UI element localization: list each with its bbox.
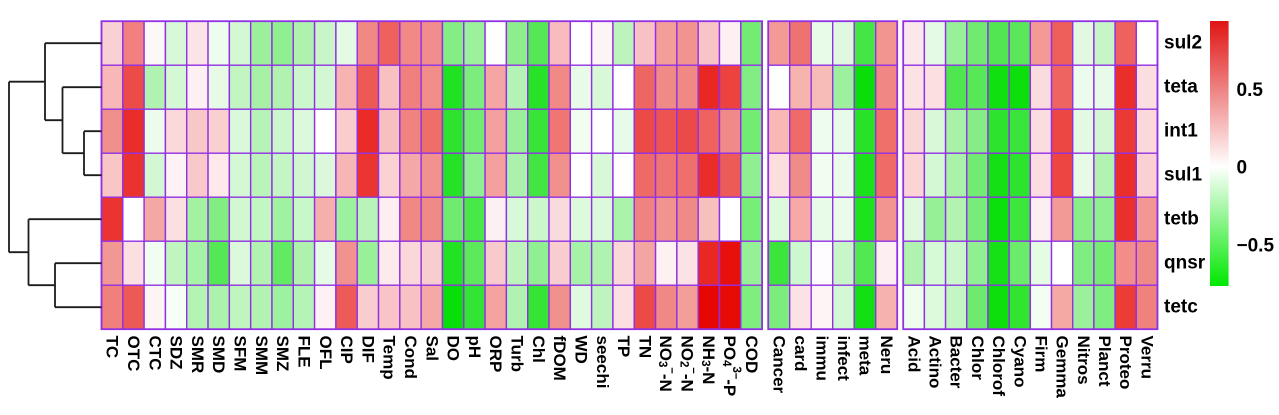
svg-text:TC: TC <box>103 336 122 359</box>
svg-text:Bacter: Bacter <box>947 336 966 389</box>
svg-text:SDZ: SDZ <box>167 336 186 370</box>
svg-text:tetb: tetb <box>1164 209 1199 230</box>
svg-text:SMD: SMD <box>209 336 228 374</box>
svg-text:SMM: SMM <box>252 336 271 376</box>
svg-text:OFL: OFL <box>316 336 335 370</box>
svg-text:sul2: sul2 <box>1164 33 1202 54</box>
svg-text:Cancer: Cancer <box>769 336 788 394</box>
svg-text:Cond: Cond <box>401 336 420 379</box>
svg-text:Cyano: Cyano <box>1010 336 1029 388</box>
svg-text:seechi: seechi <box>593 336 612 389</box>
svg-text:teta: teta <box>1164 77 1198 98</box>
svg-text:Turb: Turb <box>508 336 527 373</box>
svg-text:pH: pH <box>465 336 484 359</box>
svg-text:PO43–-P: PO43–-P <box>720 336 742 397</box>
svg-text:NO2–-N: NO2–-N <box>678 336 700 392</box>
svg-text:SMR: SMR <box>188 336 207 374</box>
svg-text:ORP: ORP <box>486 336 505 373</box>
svg-text:int1: int1 <box>1164 121 1198 142</box>
svg-text:infect: infect <box>834 336 853 382</box>
svg-text:Chl: Chl <box>529 336 548 363</box>
svg-text:Sal: Sal <box>422 336 441 362</box>
svg-text:immu: immu <box>812 336 831 381</box>
svg-text:qnsr: qnsr <box>1164 253 1206 274</box>
svg-text:Actino: Actino <box>925 336 944 389</box>
svg-text:WD: WD <box>571 336 590 364</box>
svg-text:0: 0 <box>1237 158 1248 179</box>
svg-text:−0.5: −0.5 <box>1237 236 1275 257</box>
svg-text:TP: TP <box>614 336 633 358</box>
svg-text:COD: COD <box>742 336 761 374</box>
svg-text:FLE: FLE <box>294 336 313 368</box>
svg-text:0.5: 0.5 <box>1237 80 1264 101</box>
svg-text:Proteo: Proteo <box>1116 336 1135 390</box>
svg-text:Acid: Acid <box>904 336 923 373</box>
svg-text:Planct: Planct <box>1095 336 1114 387</box>
svg-text:Neru: Neru <box>877 336 896 375</box>
svg-text:Chlor: Chlor <box>968 336 987 381</box>
svg-text:DIF: DIF <box>358 336 377 363</box>
svg-text:NH3-N: NH3-N <box>699 336 719 385</box>
svg-text:CTC: CTC <box>145 336 164 371</box>
svg-text:tetc: tetc <box>1164 297 1198 318</box>
svg-text:TN: TN <box>635 336 654 359</box>
svg-text:Verru: Verru <box>1137 336 1156 379</box>
svg-text:fDOM: fDOM <box>550 336 569 381</box>
svg-text:Nitros: Nitros <box>1074 336 1093 385</box>
svg-text:SFM: SFM <box>231 336 250 372</box>
svg-text:card: card <box>791 336 810 372</box>
svg-text:CIP: CIP <box>337 336 356 364</box>
svg-text:Temp: Temp <box>380 336 399 380</box>
svg-text:meta: meta <box>855 336 874 376</box>
svg-text:NO3–-N: NO3–-N <box>656 336 678 392</box>
svg-text:Gemma: Gemma <box>1053 336 1072 399</box>
svg-text:SMZ: SMZ <box>273 336 292 372</box>
svg-text:sul1: sul1 <box>1164 165 1202 186</box>
svg-text:DO: DO <box>444 336 463 362</box>
svg-text:Chlorof: Chlorof <box>989 336 1008 397</box>
svg-text:Firm: Firm <box>1031 336 1050 373</box>
svg-text:OTC: OTC <box>124 336 143 372</box>
